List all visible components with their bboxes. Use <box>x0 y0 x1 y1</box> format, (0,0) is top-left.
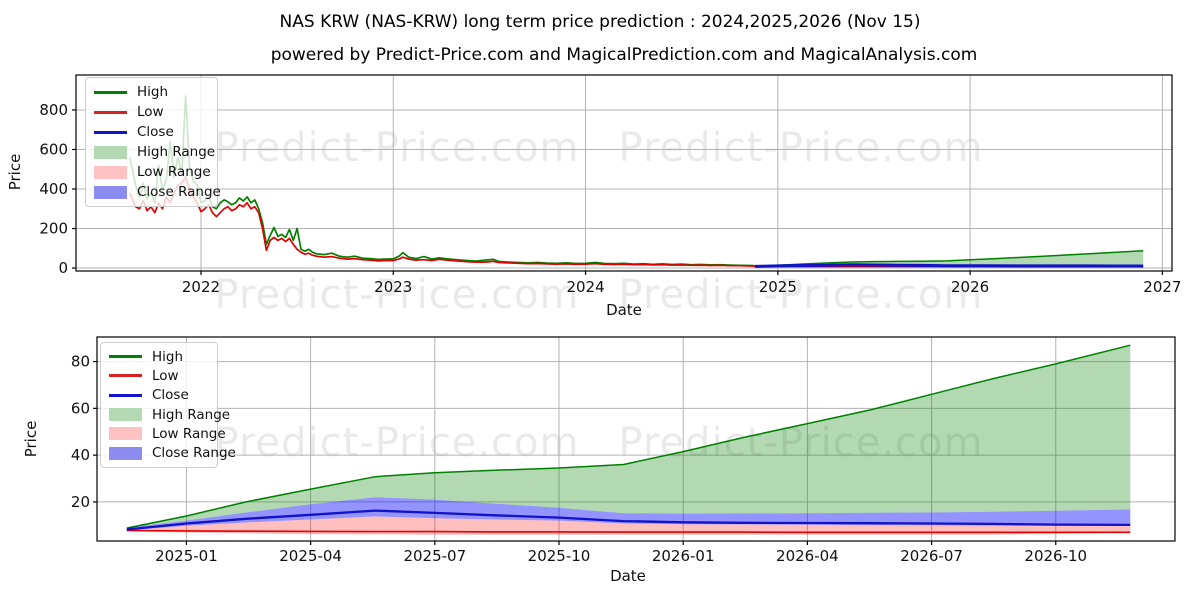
series-close-line <box>126 509 1131 531</box>
x-tick-label: 2026-01 <box>652 547 715 565</box>
patch-swatch-icon <box>94 185 127 199</box>
legend: High Low Close High Range Low Range Close Ran… <box>100 342 236 468</box>
legend: High Low Close High Range Low Range Close Ran… <box>85 77 221 207</box>
legend-item-close: Close <box>94 124 209 140</box>
legend-label: Low Range <box>137 164 211 180</box>
x-tick-label: 2025-01 <box>155 547 218 565</box>
watermark-text: Predict-Price.com <box>214 272 580 318</box>
y-tick-label: 200 <box>39 220 68 238</box>
watermark-text: Predict-Price.com <box>618 125 984 171</box>
chart-subtitle: powered by Predict-Price.com and Magical… <box>270 45 978 65</box>
y-axis-label: Price <box>6 154 24 191</box>
watermark-text: Predict-Price.com <box>214 420 580 466</box>
legend-label: Low Range <box>152 425 226 442</box>
x-axis-label: Date <box>610 567 646 585</box>
x-tick-label: 2027 <box>1143 278 1181 296</box>
line-swatch-icon <box>94 130 127 134</box>
plot-spines <box>96 336 1176 542</box>
patch-swatch-icon <box>109 446 142 460</box>
line-swatch-icon <box>109 374 142 378</box>
x-tick-label: 2026-04 <box>776 547 839 565</box>
legend-label: High <box>137 84 169 100</box>
legend-label: High <box>152 348 184 365</box>
series-close-line <box>754 263 1144 268</box>
x-tick-label: 2024 <box>566 278 604 296</box>
y-tick-label: 0 <box>58 259 68 277</box>
legend-item-high: High <box>109 349 209 365</box>
chart-title: NAS KRW (NAS-KRW) long term price predic… <box>279 12 921 32</box>
watermark-text: Predict-Price.com <box>618 272 984 318</box>
legend-label: High Range <box>137 144 216 160</box>
legend-item-high: High <box>94 84 209 100</box>
watermark-text: Predict-Price.com <box>214 125 580 171</box>
patch-swatch-icon <box>109 427 142 441</box>
y-tick-label: 80 <box>71 353 90 371</box>
legend-item-high-range: High Range <box>94 144 215 160</box>
series-low-line <box>129 176 755 267</box>
patch-swatch-icon <box>94 145 127 159</box>
legend-label: Close <box>152 387 189 404</box>
legend-label: Low <box>137 104 164 120</box>
line-swatch-icon <box>109 355 142 359</box>
series-high-forecast-line <box>754 250 1144 268</box>
line-swatch-icon <box>109 393 142 397</box>
x-tick-label: 2023 <box>374 278 412 296</box>
legend-item-low: Low <box>94 104 209 120</box>
legend-label: High Range <box>152 406 231 423</box>
line-swatch-icon <box>94 110 127 114</box>
x-tick-label: 2025-07 <box>403 547 466 565</box>
legend-item-low-range: Low Range <box>109 426 226 442</box>
series-high-forecast-line <box>126 344 1131 529</box>
series-low-forecast-line <box>126 529 1131 534</box>
patch-swatch-icon <box>109 408 142 422</box>
y-tick-label: 600 <box>39 140 68 158</box>
legend-label: Close <box>137 124 174 140</box>
x-tick-label: 2022 <box>182 278 220 296</box>
band-low-range <box>126 516 1131 535</box>
legend-label: Close Range <box>137 184 221 200</box>
legend-item-high-range: High Range <box>109 407 230 423</box>
line-swatch-icon <box>94 90 127 94</box>
legend-item-close-range: Close Range <box>94 184 221 200</box>
legend-item-low-range: Low Range <box>94 164 211 180</box>
legend-item-low: Low <box>109 368 209 384</box>
watermark-text: Predict-Price.com <box>618 420 984 466</box>
y-tick-label: 40 <box>71 446 90 464</box>
y-tick-label: 800 <box>39 101 68 119</box>
x-tick-label: 2025 <box>759 278 797 296</box>
plot-spines <box>75 74 1173 272</box>
x-tick-label: 2026-07 <box>900 547 963 565</box>
x-tick-label: 2026 <box>951 278 989 296</box>
x-tick-label: 2026-10 <box>1024 547 1087 565</box>
patch-swatch-icon <box>94 165 127 179</box>
x-axis-label: Date <box>606 301 642 319</box>
y-tick-label: 400 <box>39 180 68 198</box>
legend-item-close-range: Close Range <box>109 445 236 461</box>
y-tick-label: 20 <box>71 493 90 511</box>
x-tick-label: 2025-04 <box>279 547 342 565</box>
band-high-range <box>754 250 1144 267</box>
legend-item-close: Close <box>109 387 209 403</box>
y-tick-label: 60 <box>71 399 90 417</box>
legend-label: Close Range <box>152 445 236 462</box>
legend-label: Low <box>152 367 179 384</box>
band-high-range <box>126 345 1131 529</box>
x-tick-label: 2025-10 <box>528 547 591 565</box>
series-high-line <box>128 95 755 267</box>
y-axis-label: Price <box>22 421 40 458</box>
